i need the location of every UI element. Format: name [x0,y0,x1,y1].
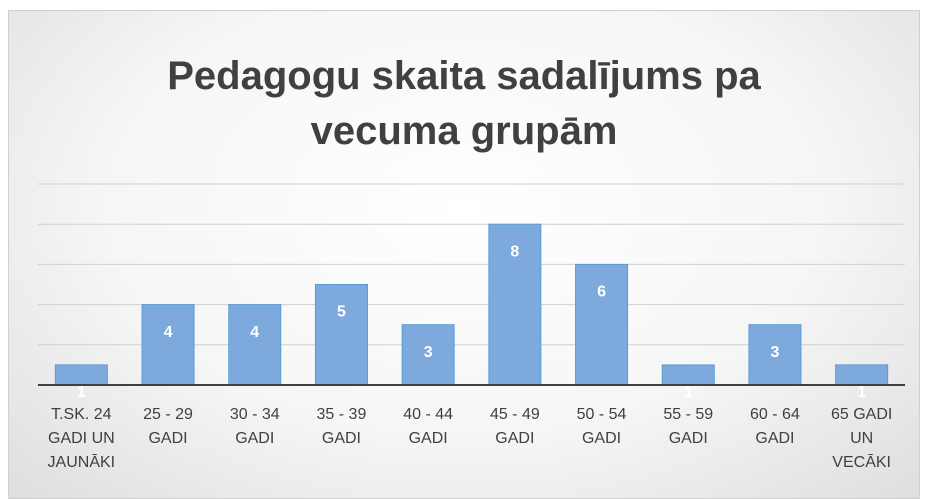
bar [661,364,715,386]
data-label: 4 [164,324,173,341]
data-label: 1 [684,384,693,401]
data-label: 3 [424,344,433,361]
x-tick-label: 30 - 34 GADI [229,406,280,447]
x-tick-label: 60 - 64 GADI [750,406,800,447]
bar [748,324,802,386]
chart-background [8,10,920,499]
bar [835,364,889,386]
data-label: 8 [510,243,519,260]
data-label: 6 [597,284,606,301]
chart-title: vecuma grupām [311,109,618,153]
data-label: 3 [770,344,779,361]
chart-title: Pedagogu skaita sadalījums pa [167,54,761,98]
data-label: 1 [77,384,86,401]
data-label: 5 [337,304,346,321]
x-tick-label: T.SK. 24 GADI UN JAUNĀKI [47,406,116,471]
x-tick-label: 45 - 49 GADI [489,406,540,447]
bar [228,304,282,386]
bar [575,263,629,386]
x-tick-label: 50 - 54 GADI [576,406,627,447]
bar [141,304,195,386]
x-tick-label: 65 GADI UN VECĀKI [830,406,893,471]
x-tick-label: 25 - 29 GADI [143,406,193,447]
data-label: 1 [857,384,866,401]
x-tick-label: 55 - 59 GADI [663,406,714,447]
bar [54,364,108,386]
data-label: 4 [250,324,259,341]
bar [488,223,542,386]
x-tick-label: 40 - 44 GADI [403,406,454,447]
x-tick-label: 35 - 39 GADI [316,406,367,447]
bar [314,284,368,386]
